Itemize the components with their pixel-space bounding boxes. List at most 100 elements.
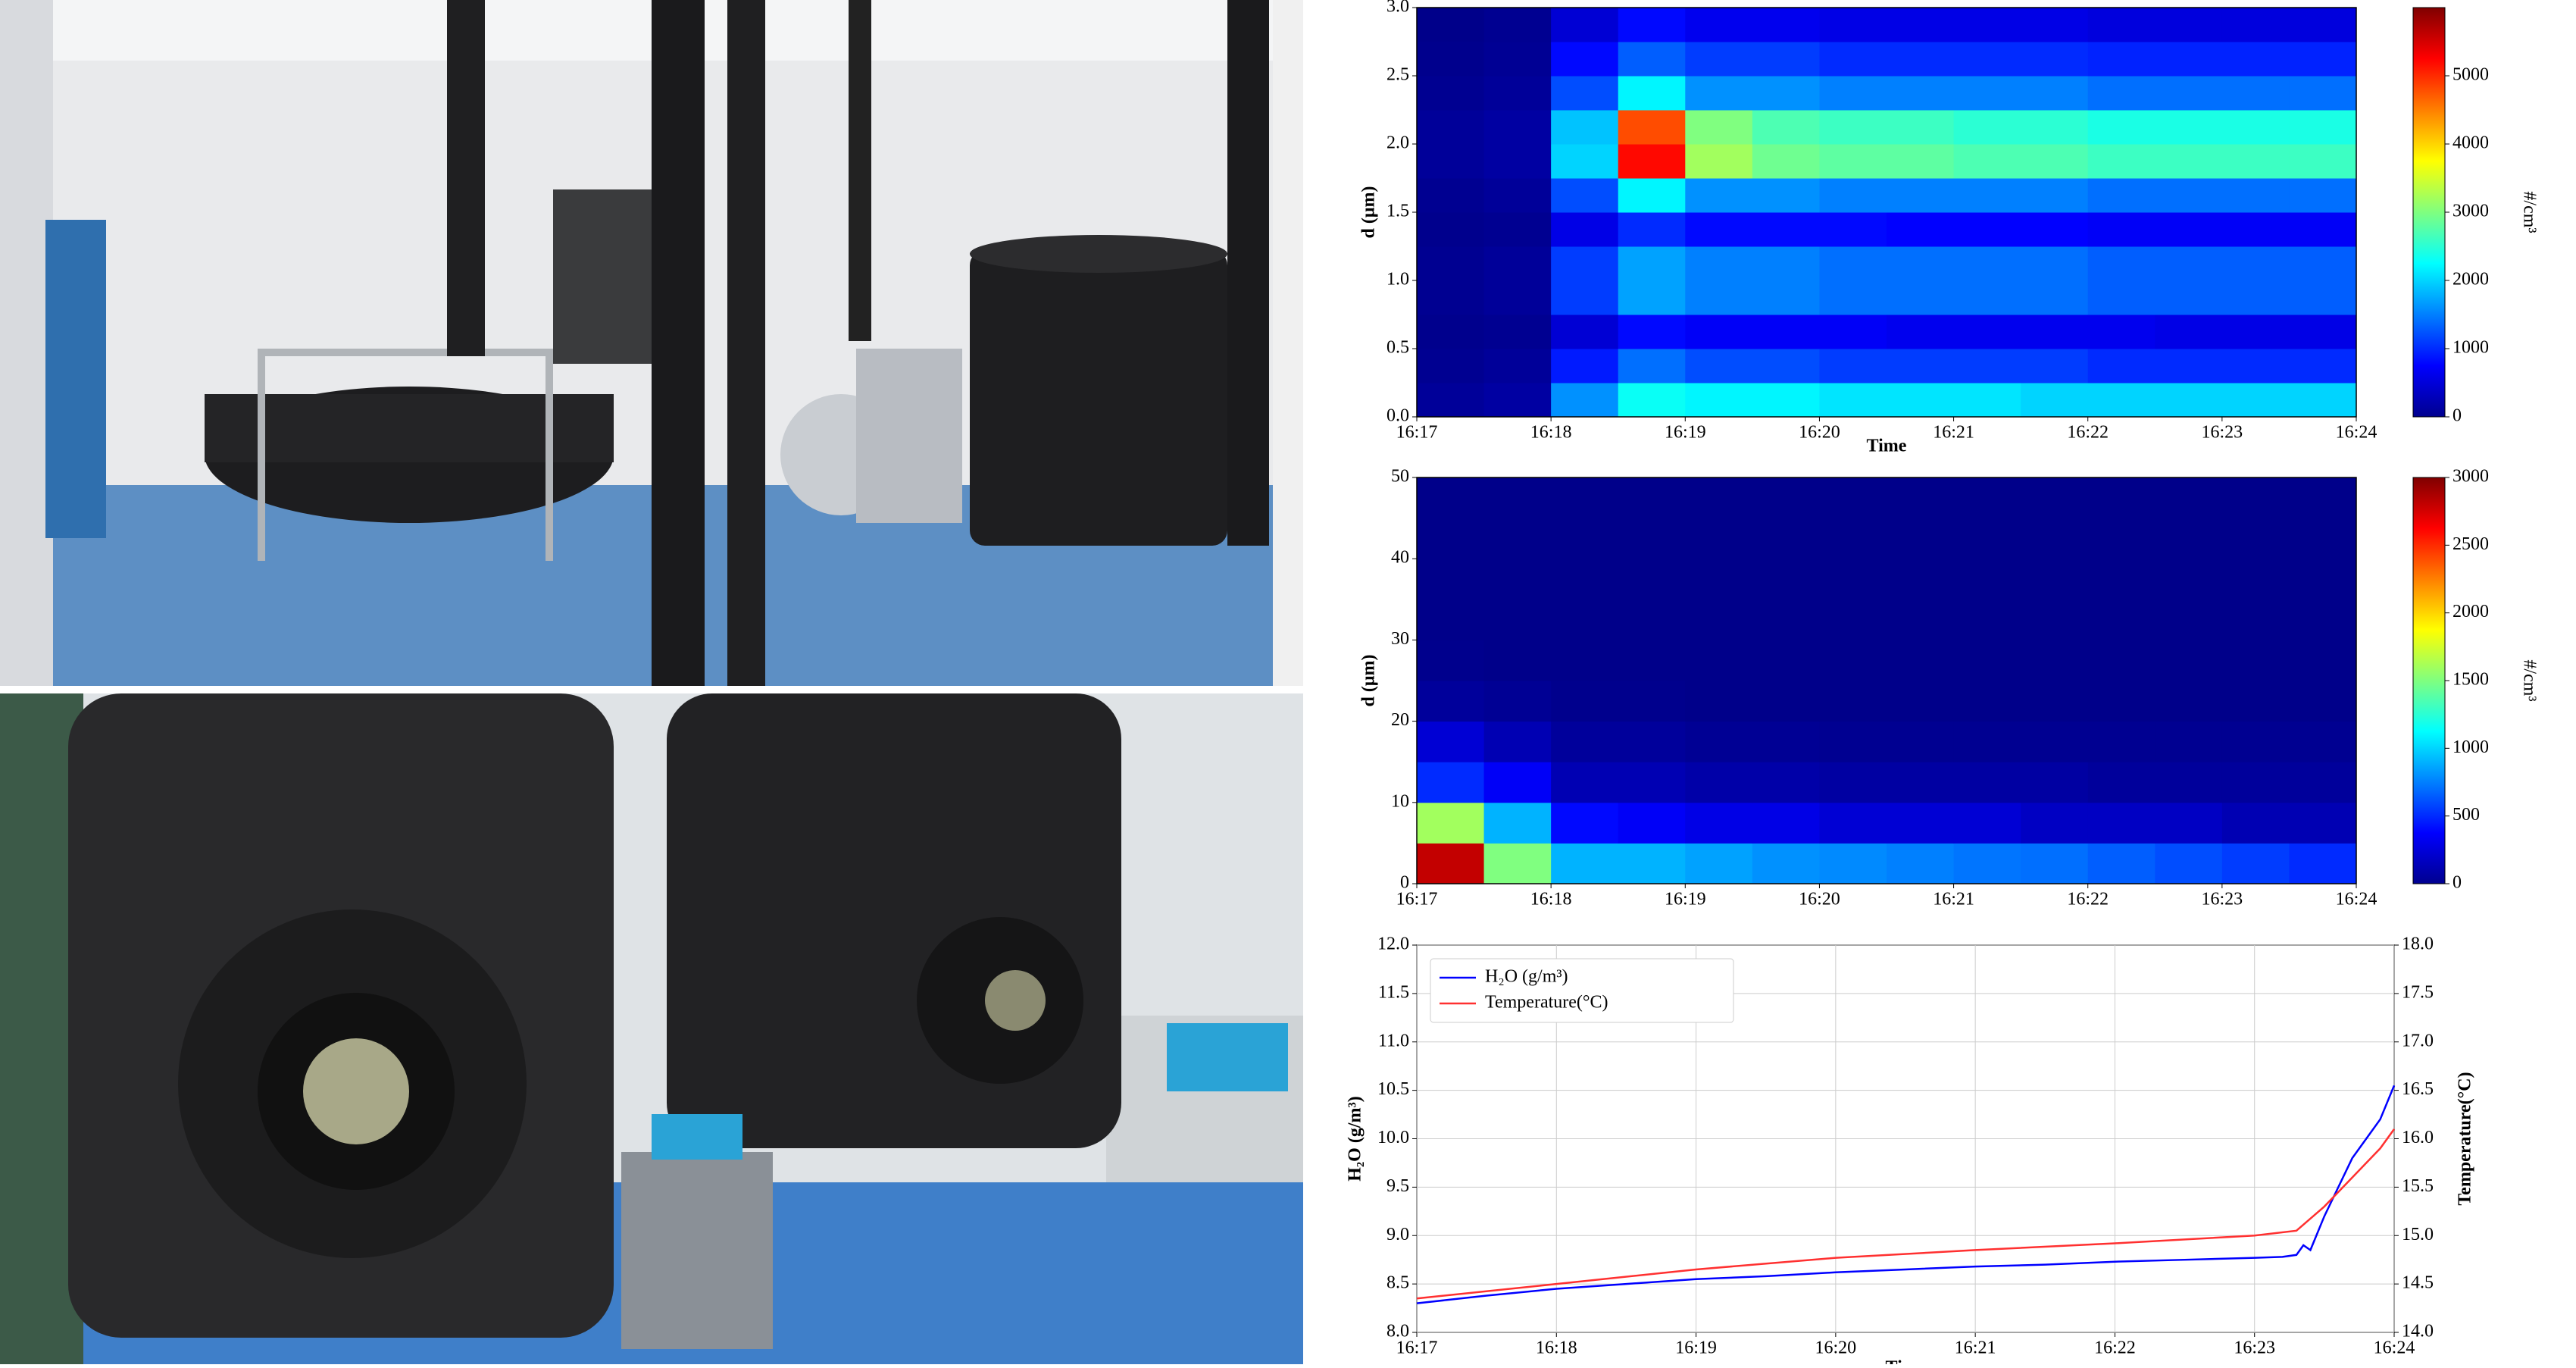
- heat-cell: [1483, 681, 1552, 722]
- heat-cell: [1417, 559, 1485, 600]
- heat-cell: [1618, 110, 1686, 145]
- heat-cell: [1551, 721, 1619, 762]
- heat-cell: [2221, 843, 2290, 884]
- colorbar-tick-label: 500: [2453, 805, 2480, 825]
- heat-cell: [1819, 762, 1887, 803]
- x-tick-label: 16:19: [1665, 890, 1706, 909]
- heat-cell: [1685, 8, 1753, 42]
- heat-cell: [2289, 599, 2357, 640]
- heat-cell: [1953, 843, 2021, 884]
- heat-cell: [2087, 212, 2156, 247]
- heat-cell: [2289, 802, 2357, 844]
- y2-tick-label: 15.5: [2402, 1176, 2434, 1196]
- heat-cell: [2155, 559, 2223, 600]
- y-tick-label: 9.0: [1386, 1225, 1409, 1244]
- heat-cell: [1483, 762, 1552, 803]
- y-tick-label: 0.0: [1386, 406, 1409, 426]
- y-tick-label: 8.5: [1386, 1273, 1409, 1293]
- colorbar: [2412, 7, 2446, 418]
- x-tick-label: 16:23: [2202, 423, 2243, 443]
- heat-cell: [2021, 802, 2089, 844]
- heat-cell: [1752, 144, 1820, 179]
- heat-cell: [1752, 315, 1820, 349]
- heat-cell: [1551, 110, 1619, 145]
- heat-cell: [1551, 76, 1619, 111]
- heat-cell: [2221, 640, 2290, 681]
- heat-cell: [1551, 681, 1619, 722]
- heat-cell: [1685, 762, 1753, 803]
- heat-cell: [1953, 762, 2021, 803]
- heat-cell: [1551, 8, 1619, 42]
- heat-cell: [1685, 280, 1753, 315]
- heat-cell: [2289, 144, 2357, 179]
- heat-cell: [1953, 42, 2021, 77]
- heat-cell: [2021, 212, 2089, 247]
- heat-cell: [1618, 681, 1686, 722]
- heat-cell: [1417, 8, 1485, 42]
- heat-cell: [2087, 110, 2156, 145]
- heat-cell: [1887, 349, 1955, 383]
- heat-cell: [2087, 315, 2156, 349]
- heat-cell: [1618, 212, 1686, 247]
- heat-cell: [1618, 349, 1686, 383]
- heat-cell: [1685, 246, 1753, 281]
- y-tick-label: 10.0: [1377, 1128, 1409, 1147]
- heat-cell: [1417, 280, 1485, 315]
- heat-cell: [2289, 110, 2357, 145]
- heat-cell: [1483, 559, 1552, 600]
- heat-cell: [2289, 477, 2357, 519]
- x-tick-label: 16:19: [1665, 423, 1706, 443]
- heat-cell: [1752, 477, 1820, 519]
- heat-cell: [1551, 762, 1619, 803]
- heat-cell: [1483, 349, 1552, 383]
- heat-cell: [2221, 477, 2290, 519]
- heat-cell: [2289, 843, 2357, 884]
- legend-box: [1430, 958, 1734, 1023]
- y-axis-title: H₂O (g/m³): [1346, 1096, 1365, 1181]
- heat-cell: [2087, 246, 2156, 281]
- heat-cell: [1618, 477, 1686, 519]
- y-axis-title: d (μm): [1359, 186, 1379, 239]
- heat-cell: [2289, 559, 2357, 600]
- heat-cell: [1417, 212, 1485, 247]
- heat-cell: [1483, 178, 1552, 213]
- x-tick-label: 16:21: [1955, 1338, 1996, 1358]
- heat-cell: [1417, 349, 1485, 383]
- colorbar-tick-label: 1000: [2453, 338, 2489, 358]
- heat-cell: [1618, 42, 1686, 77]
- heat-cell: [2155, 477, 2223, 519]
- heat-cell: [2221, 42, 2290, 77]
- y-tick-label: 0.5: [1386, 338, 1409, 358]
- heat-cell: [1752, 843, 1820, 884]
- heat-cell: [1417, 246, 1485, 281]
- y-tick-label: 8.0: [1386, 1322, 1409, 1341]
- heat-cell: [1752, 246, 1820, 281]
- heat-cell: [1953, 178, 2021, 213]
- heat-cell: [2289, 212, 2357, 247]
- heat-cell: [2221, 8, 2290, 42]
- colorbar-tick-label: 1000: [2453, 737, 2489, 757]
- heat-cell: [1551, 349, 1619, 383]
- heat-cell: [2087, 802, 2156, 844]
- heat-cell: [1819, 42, 1887, 77]
- heat-cell: [1483, 246, 1552, 281]
- heat-cell: [1819, 76, 1887, 111]
- heat-cell: [1618, 518, 1686, 559]
- heat-cell: [2155, 681, 2223, 722]
- heat-cell: [1887, 843, 1955, 884]
- x-tick-label: 16:18: [1536, 1338, 1577, 1358]
- heat-cell: [1618, 559, 1686, 600]
- heat-cell: [1887, 280, 1955, 315]
- heat-cell: [1685, 559, 1753, 600]
- heat-cell: [1887, 76, 1955, 111]
- y-tick-label: 30: [1391, 629, 1409, 649]
- heat-cell: [2087, 559, 2156, 600]
- heat-cell: [1417, 802, 1485, 844]
- heat-cell: [2021, 477, 2089, 519]
- heat-cell: [2155, 76, 2223, 111]
- x-tick-label: 16:23: [2202, 890, 2243, 909]
- heat-cell: [1887, 559, 1955, 600]
- heat-cell: [1752, 762, 1820, 803]
- heat-cell: [1618, 721, 1686, 762]
